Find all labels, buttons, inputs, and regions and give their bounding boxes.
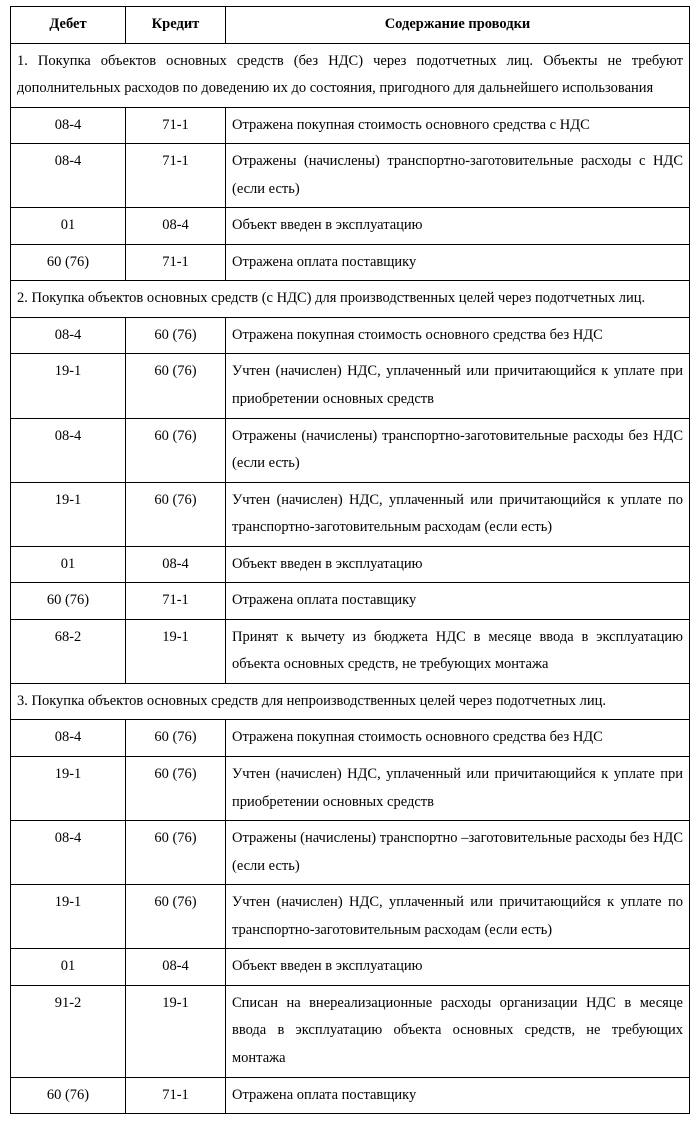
header-kredit: Кредит xyxy=(126,7,226,44)
cell-kredit: 71-1 xyxy=(126,244,226,281)
cell-debet: 19-1 xyxy=(11,757,126,821)
section-heading-row: 3. Покупка объектов основных средств для… xyxy=(11,683,690,720)
cell-description: Отражена оплата поставщику xyxy=(226,244,690,281)
cell-kredit: 60 (76) xyxy=(126,317,226,354)
cell-kredit: 60 (76) xyxy=(126,821,226,885)
cell-debet: 60 (76) xyxy=(11,244,126,281)
table-row: 0108-4Объект введен в эксплуатацию xyxy=(11,546,690,583)
cell-debet: 08-4 xyxy=(11,418,126,482)
cell-kredit: 60 (76) xyxy=(126,757,226,821)
table-row: 0108-4Объект введен в эксплуатацию xyxy=(11,949,690,986)
table-row: 0108-4Объект введен в эксплуатацию xyxy=(11,208,690,245)
cell-description: Учтен (начислен) НДС, уплаченный или при… xyxy=(226,757,690,821)
cell-kredit: 60 (76) xyxy=(126,885,226,949)
cell-debet: 19-1 xyxy=(11,354,126,418)
cell-kredit: 08-4 xyxy=(126,546,226,583)
cell-description: Объект введен в эксплуатацию xyxy=(226,208,690,245)
cell-kredit: 60 (76) xyxy=(126,720,226,757)
table-row: 08-460 (76)Отражены (начислены) транспор… xyxy=(11,418,690,482)
header-desc: Содержание проводки xyxy=(226,7,690,44)
cell-debet: 19-1 xyxy=(11,482,126,546)
table-row: 19-160 (76)Учтен (начислен) НДС, уплачен… xyxy=(11,885,690,949)
accounting-entries-table: Дебет Кредит Содержание проводки 1. Поку… xyxy=(10,6,690,1114)
cell-description: Объект введен в эксплуатацию xyxy=(226,546,690,583)
cell-kredit: 08-4 xyxy=(126,208,226,245)
table-row: 68-219-1Принят к вычету из бюджета НДС в… xyxy=(11,619,690,683)
cell-kredit: 60 (76) xyxy=(126,418,226,482)
cell-description: Принят к вычету из бюджета НДС в месяце … xyxy=(226,619,690,683)
cell-debet: 01 xyxy=(11,949,126,986)
table-row: 08-460 (76)Отражена покупная стоимость о… xyxy=(11,720,690,757)
table-row: 08-460 (76)Отражена покупная стоимость о… xyxy=(11,317,690,354)
table-row: 08-460 (76)Отражены (начислены) транспор… xyxy=(11,821,690,885)
cell-debet: 91-2 xyxy=(11,985,126,1077)
cell-description: Объект введен в эксплуатацию xyxy=(226,949,690,986)
cell-description: Отражены (начислены) транспортно –загото… xyxy=(226,821,690,885)
table-row: 19-160 (76)Учтен (начислен) НДС, уплачен… xyxy=(11,482,690,546)
table-row: 60 (76)71-1Отражена оплата поставщику xyxy=(11,583,690,620)
header-debet: Дебет xyxy=(11,7,126,44)
table-header-row: Дебет Кредит Содержание проводки xyxy=(11,7,690,44)
cell-debet: 08-4 xyxy=(11,317,126,354)
table-row: 08-471-1Отражены (начислены) транспортно… xyxy=(11,144,690,208)
section-heading-row: 1. Покупка объектов основных средств (бе… xyxy=(11,43,690,107)
table-row: 91-219-1Списан на внереализационные расх… xyxy=(11,985,690,1077)
cell-debet: 08-4 xyxy=(11,821,126,885)
section-heading-row: 2. Покупка объектов основных средств (с … xyxy=(11,281,690,318)
cell-description: Учтен (начислен) НДС, уплаченный или при… xyxy=(226,354,690,418)
table-body: 1. Покупка объектов основных средств (бе… xyxy=(11,43,690,1114)
section-heading: 3. Покупка объектов основных средств для… xyxy=(11,683,690,720)
section-heading: 1. Покупка объектов основных средств (бе… xyxy=(11,43,690,107)
cell-kredit: 08-4 xyxy=(126,949,226,986)
cell-description: Отражена покупная стоимость основного ср… xyxy=(226,720,690,757)
cell-description: Списан на внереализационные расходы орга… xyxy=(226,985,690,1077)
table-row: 19-160 (76)Учтен (начислен) НДС, уплачен… xyxy=(11,354,690,418)
cell-description: Отражена оплата поставщику xyxy=(226,583,690,620)
cell-kredit: 60 (76) xyxy=(126,482,226,546)
accounting-entries-page: Дебет Кредит Содержание проводки 1. Поку… xyxy=(0,0,700,1124)
cell-kredit: 71-1 xyxy=(126,107,226,144)
cell-debet: 08-4 xyxy=(11,144,126,208)
cell-description: Учтен (начислен) НДС, уплаченный или при… xyxy=(226,482,690,546)
cell-debet: 68-2 xyxy=(11,619,126,683)
cell-debet: 08-4 xyxy=(11,107,126,144)
cell-debet: 60 (76) xyxy=(11,1077,126,1114)
cell-kredit: 60 (76) xyxy=(126,354,226,418)
cell-kredit: 71-1 xyxy=(126,1077,226,1114)
cell-debet: 01 xyxy=(11,208,126,245)
cell-description: Отражена покупная стоимость основного ср… xyxy=(226,317,690,354)
cell-debet: 01 xyxy=(11,546,126,583)
cell-description: Отражена оплата поставщику xyxy=(226,1077,690,1114)
cell-kredit: 71-1 xyxy=(126,144,226,208)
cell-debet: 60 (76) xyxy=(11,583,126,620)
cell-kredit: 71-1 xyxy=(126,583,226,620)
table-row: 19-160 (76)Учтен (начислен) НДС, уплачен… xyxy=(11,757,690,821)
section-heading: 2. Покупка объектов основных средств (с … xyxy=(11,281,690,318)
table-row: 60 (76)71-1Отражена оплата поставщику xyxy=(11,244,690,281)
table-row: 08-471-1Отражена покупная стоимость осно… xyxy=(11,107,690,144)
cell-description: Отражены (начислены) транспортно-заготов… xyxy=(226,418,690,482)
cell-kredit: 19-1 xyxy=(126,985,226,1077)
cell-description: Отражены (начислены) транспортно-заготов… xyxy=(226,144,690,208)
table-row: 60 (76)71-1Отражена оплата поставщику xyxy=(11,1077,690,1114)
cell-description: Отражена покупная стоимость основного ср… xyxy=(226,107,690,144)
cell-description: Учтен (начислен) НДС, уплаченный или при… xyxy=(226,885,690,949)
cell-kredit: 19-1 xyxy=(126,619,226,683)
cell-debet: 19-1 xyxy=(11,885,126,949)
cell-debet: 08-4 xyxy=(11,720,126,757)
